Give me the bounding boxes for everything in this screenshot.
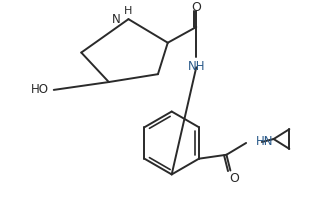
Text: H: H <box>124 6 133 16</box>
Text: O: O <box>229 172 239 185</box>
Text: N: N <box>112 13 121 26</box>
Text: HO: HO <box>31 83 49 96</box>
Text: NH: NH <box>188 60 205 73</box>
Text: O: O <box>191 1 201 14</box>
Text: HN: HN <box>256 134 273 148</box>
